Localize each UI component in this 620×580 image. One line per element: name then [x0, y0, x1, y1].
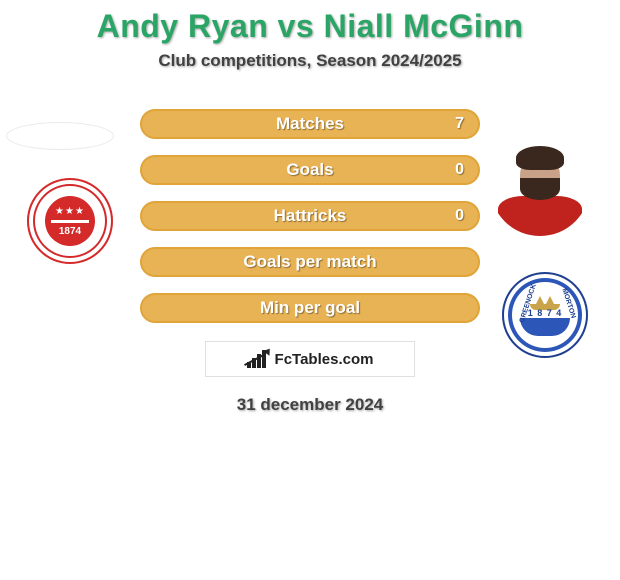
club-right-badge: 1 8 7 4 GREENOCK MORTON	[502, 272, 588, 358]
stat-bar-value: 0	[455, 161, 464, 179]
stat-bar-label: Hattricks	[274, 206, 347, 226]
page-title: Andy Ryan vs Niall McGinn	[0, 0, 620, 51]
badge-stripe	[51, 220, 89, 223]
club-left-year: 1874	[27, 226, 113, 237]
stat-bar: Goals 0	[140, 155, 480, 185]
stat-bars: Matches 7 Goals 0 Hattricks 0 Goals per match M…	[140, 109, 480, 323]
club-left-badge: ★ ★ ★ 1874	[27, 178, 113, 264]
comparison-card: Andy Ryan vs Niall McGinn Club competiti…	[0, 0, 620, 415]
player-left-photo-placeholder	[6, 122, 114, 150]
stat-bar-label: Goals per match	[243, 252, 376, 272]
subtitle: Club competitions, Season 2024/2025	[0, 51, 620, 89]
star-icon: ★	[75, 206, 84, 217]
chart-icon	[247, 350, 269, 368]
stat-bar-label: Goals	[286, 160, 333, 180]
stat-bar-value: 0	[455, 207, 464, 225]
stat-bar-label: Min per goal	[260, 298, 360, 318]
player-right-photo	[490, 136, 590, 236]
footer-brand[interactable]: FcTables.com	[205, 341, 415, 377]
hair-graphic	[516, 146, 564, 170]
star-icon: ★	[55, 206, 64, 217]
jersey-graphic	[498, 196, 582, 236]
stat-bar: Goals per match	[140, 247, 480, 277]
stat-bar-label: Matches	[276, 114, 344, 134]
sail-icon	[546, 296, 554, 304]
beard-graphic	[520, 178, 560, 200]
star-icon: ★	[65, 206, 74, 217]
date-text: 31 december 2024	[0, 395, 620, 415]
footer-brand-text: FcTables.com	[275, 351, 374, 368]
stat-bar-value: 7	[455, 115, 464, 133]
stat-bar: Hattricks 0	[140, 201, 480, 231]
sail-icon	[536, 296, 544, 304]
stat-bar: Min per goal	[140, 293, 480, 323]
stat-bar: Matches 7	[140, 109, 480, 139]
